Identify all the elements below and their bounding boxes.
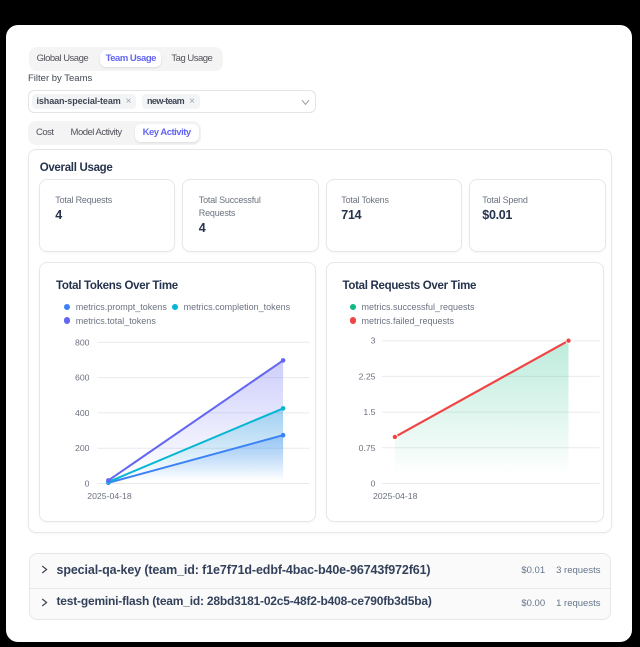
svg-text:2025-04-18: 2025-04-18 [87,491,132,501]
svg-text:0: 0 [370,479,375,489]
svg-text:200: 200 [75,443,90,453]
svg-text:600: 600 [75,373,90,383]
svg-text:2.25: 2.25 [358,371,375,381]
svg-text:1.5: 1.5 [363,407,375,417]
svg-text:0.75: 0.75 [358,443,375,453]
svg-text:3: 3 [370,336,375,346]
svg-text:2025-04-18: 2025-04-18 [372,491,417,501]
svg-text:400: 400 [75,408,90,418]
svg-text:0: 0 [84,479,89,489]
svg-text:800: 800 [75,337,90,347]
